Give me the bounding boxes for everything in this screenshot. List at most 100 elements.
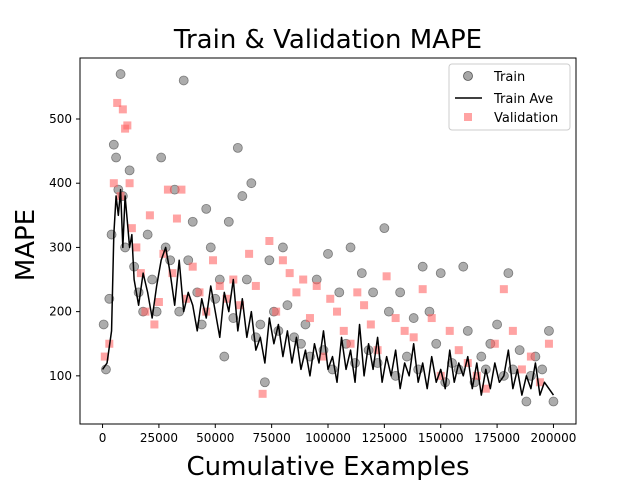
validation-point: [278, 256, 287, 265]
train-point: [205, 242, 216, 253]
validation-point: [123, 121, 132, 130]
validation-point: [154, 298, 163, 306]
validation-point: [125, 179, 134, 188]
x-tick-label: 125000: [361, 431, 407, 445]
train-point: [503, 268, 514, 279]
train-point: [300, 319, 311, 330]
x-tick-label: 0: [99, 431, 107, 445]
validation-point: [299, 275, 308, 284]
train-point: [246, 178, 257, 189]
y-tick-label: 200: [49, 305, 72, 319]
x-tick-label: 100000: [305, 431, 351, 445]
validation-point: [245, 249, 254, 258]
validation-point: [499, 285, 508, 294]
validation-point: [168, 269, 177, 278]
train-point: [476, 351, 487, 362]
train-point: [383, 306, 394, 317]
train-point: [278, 242, 288, 253]
x-axis-ticks: 0 25000 50000 75000 100000 125000 150000 175000…: [99, 424, 576, 445]
y-tick-label: 100: [49, 369, 72, 383]
validation-point: [472, 371, 481, 380]
train-point: [431, 338, 442, 349]
train-point: [151, 306, 162, 317]
train-point: [296, 338, 306, 349]
validation-point: [409, 333, 418, 342]
validation-point: [326, 294, 335, 303]
validation-point: [508, 326, 517, 335]
validation-point: [195, 288, 204, 297]
train-point: [120, 242, 130, 253]
train-point: [345, 242, 356, 253]
train-point: [219, 351, 230, 362]
validation-point: [258, 389, 267, 398]
validation-point: [163, 185, 172, 194]
train-point: [259, 377, 270, 388]
train-point: [417, 261, 428, 272]
train-point: [334, 287, 345, 298]
validation-point: [526, 352, 535, 361]
train-point: [111, 152, 121, 163]
validation-point: [445, 326, 454, 335]
train-point: [264, 255, 275, 266]
x-tick-label: 75000: [253, 431, 291, 445]
train-point: [174, 306, 185, 317]
train-point: [232, 142, 243, 153]
train-point: [178, 75, 189, 86]
validation-point: [517, 365, 526, 374]
train-point: [544, 325, 554, 336]
x-tick-label: 175000: [474, 431, 520, 445]
train-point: [537, 364, 548, 375]
validation-point: [202, 307, 211, 316]
validation-point: [177, 185, 186, 194]
validation-point: [215, 281, 224, 290]
train-point: [282, 300, 293, 311]
validation-point: [209, 256, 218, 265]
validation-point: [463, 359, 472, 367]
validation-point: [481, 384, 490, 393]
validation-point: [141, 307, 150, 316]
train-point: [223, 216, 234, 227]
train-point: [435, 268, 446, 279]
validation-point: [535, 378, 544, 387]
train-point: [147, 274, 158, 285]
x-tick-label: 25000: [140, 431, 178, 445]
validation-point: [490, 339, 499, 348]
validation-point: [346, 339, 355, 348]
x-tick-label: 150000: [418, 431, 464, 445]
train-point: [255, 319, 266, 330]
validation-point: [127, 224, 136, 233]
validation-point: [251, 281, 260, 290]
legend: Train Train Ave Validation: [448, 63, 571, 131]
train-point: [183, 255, 194, 266]
y-tick-label: 400: [49, 176, 72, 190]
train-point: [514, 345, 525, 356]
train-ave-line: [101, 188, 555, 396]
train-point: [323, 248, 333, 259]
y-tick-label: 300: [49, 240, 72, 254]
legend-train-marker: [463, 71, 473, 81]
train-point: [395, 287, 406, 298]
validation-point: [418, 285, 427, 294]
validation-point: [382, 272, 391, 281]
validation-point: [436, 371, 445, 380]
train-point: [142, 229, 153, 240]
train-point: [548, 396, 559, 407]
train-point: [521, 396, 532, 407]
plot-area: [98, 69, 559, 407]
train-point: [402, 351, 412, 362]
validation-point: [319, 352, 328, 361]
legend-train-ave-label: Train Ave: [493, 92, 553, 107]
train-point: [462, 325, 473, 336]
train-point: [98, 319, 109, 330]
validation-point: [373, 346, 382, 355]
train-point: [124, 165, 135, 176]
validation-point: [312, 281, 321, 290]
train-point: [492, 319, 502, 330]
train-point: [458, 261, 469, 272]
validation-point: [265, 237, 274, 245]
validation-point: [172, 214, 181, 223]
train-point: [237, 191, 248, 201]
validation-point: [400, 326, 409, 335]
chart-title: Train & Validation MAPE: [173, 25, 482, 55]
